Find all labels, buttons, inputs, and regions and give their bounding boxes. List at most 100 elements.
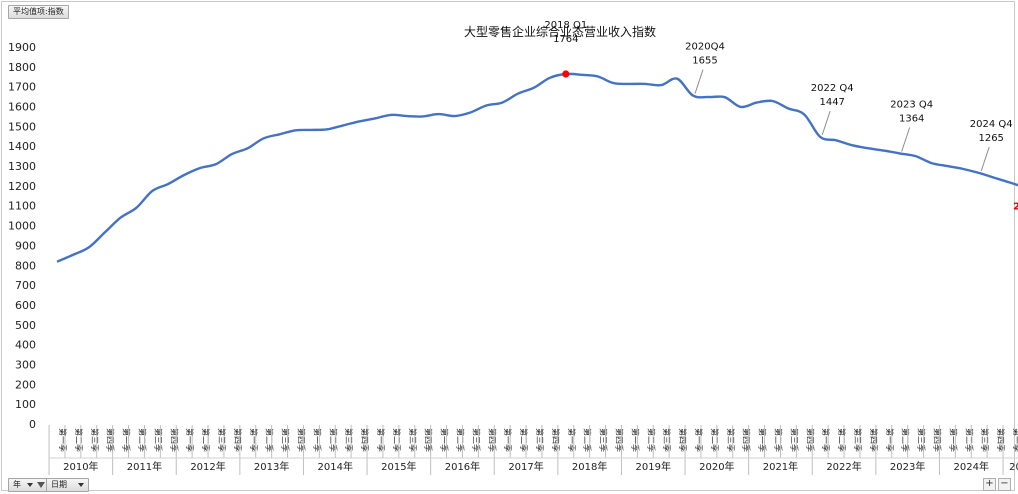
y-tick-label: 400 bbox=[15, 339, 36, 352]
quarter-label: 第三季 bbox=[726, 428, 736, 452]
annotation-label: 2018 Q1 bbox=[544, 20, 587, 31]
leader-line bbox=[980, 146, 990, 172]
annotation-value: 1265 bbox=[978, 133, 1003, 144]
quarter-label: 第二季 bbox=[774, 428, 784, 452]
annotation-value: 1764 bbox=[553, 34, 578, 45]
year-label: 2021年 bbox=[763, 460, 798, 473]
y-tick-label: 0 bbox=[29, 418, 36, 431]
quarter-label: 第四季 bbox=[996, 428, 1006, 452]
quarter-label: 第一季 bbox=[376, 428, 386, 452]
quarter-label: 第二季 bbox=[201, 428, 211, 452]
date-field-button[interactable]: 日期 bbox=[46, 478, 89, 492]
chevron-down-icon bbox=[26, 482, 33, 487]
quarter-label: 第一季 bbox=[821, 428, 831, 452]
quarter-label: 第一季 bbox=[312, 428, 322, 452]
quarter-label: 第四季 bbox=[424, 428, 434, 452]
quarter-label: 第一季 bbox=[1012, 428, 1018, 452]
quarter-label: 第三季 bbox=[980, 428, 990, 452]
y-tick-label: 200 bbox=[15, 378, 36, 391]
quarter-label: 第一季 bbox=[122, 428, 132, 452]
quarter-label: 第二季 bbox=[964, 428, 974, 452]
quarter-label: 第二季 bbox=[328, 428, 338, 452]
quarter-label: 第三季 bbox=[662, 428, 672, 452]
quarter-label: 第四季 bbox=[551, 428, 561, 452]
quarter-label: 第三季 bbox=[408, 428, 418, 452]
year-label: 2025年 bbox=[1009, 460, 1018, 473]
quarter-label: 第二季 bbox=[837, 428, 847, 452]
leader-line bbox=[694, 69, 704, 94]
annotation-label: 2022 Q4 bbox=[811, 83, 854, 94]
y-tick-label: 900 bbox=[15, 239, 36, 252]
year-label: 2024年 bbox=[954, 460, 989, 473]
year-field-label: 年 bbox=[13, 480, 21, 489]
quarter-label: 第一季 bbox=[630, 428, 640, 452]
quarter-label: 第三季 bbox=[153, 428, 163, 452]
annotation-label: 2024 Q4 bbox=[970, 119, 1013, 130]
chevron-down-icon bbox=[77, 482, 84, 487]
year-label: 2010年 bbox=[63, 460, 98, 473]
quarter-label: 第四季 bbox=[933, 428, 943, 452]
zoom-in-button[interactable]: + bbox=[983, 478, 996, 491]
year-label: 2013年 bbox=[254, 460, 289, 473]
y-tick-label: 500 bbox=[15, 319, 36, 332]
annotation-label: 2025Q3 bbox=[1013, 201, 1018, 212]
quarter-label: 第二季 bbox=[901, 428, 911, 452]
quarter-label: 第四季 bbox=[615, 428, 625, 452]
quarter-label: 第一季 bbox=[694, 428, 704, 452]
y-tick-label: 800 bbox=[15, 259, 36, 272]
y-tick-label: 1600 bbox=[8, 101, 36, 114]
value-field-button[interactable]: 平均值项:指数 bbox=[8, 5, 69, 19]
leader-line bbox=[821, 110, 831, 136]
quarter-label: 第三季 bbox=[853, 428, 863, 452]
quarter-label: 第三季 bbox=[281, 428, 291, 452]
quarter-label: 第二季 bbox=[392, 428, 402, 452]
year-field-button[interactable]: 年 bbox=[8, 478, 49, 492]
highlight-marker bbox=[562, 70, 570, 78]
annotation-value: 1447 bbox=[819, 97, 844, 108]
y-tick-label: 300 bbox=[15, 358, 36, 371]
quarter-label: 第二季 bbox=[138, 428, 148, 452]
quarter-label: 第二季 bbox=[710, 428, 720, 452]
year-label: 2017年 bbox=[508, 460, 543, 473]
quarter-label: 第四季 bbox=[742, 428, 752, 452]
year-label: 2016年 bbox=[445, 460, 480, 473]
year-label: 2012年 bbox=[190, 460, 225, 473]
quarter-label: 第三季 bbox=[217, 428, 227, 452]
year-label: 2015年 bbox=[381, 460, 416, 473]
series-line bbox=[56, 72, 1018, 263]
quarter-label: 第四季 bbox=[678, 428, 688, 452]
year-label: 2014年 bbox=[318, 460, 353, 473]
y-tick-label: 1400 bbox=[8, 140, 36, 153]
quarter-label: 第一季 bbox=[948, 428, 958, 452]
y-tick-label: 1900 bbox=[8, 41, 36, 54]
quarter-label: 第一季 bbox=[503, 428, 513, 452]
quarter-label: 第一季 bbox=[885, 428, 895, 452]
year-label: 2023年 bbox=[890, 460, 925, 473]
quarter-label: 第一季 bbox=[249, 428, 259, 452]
quarter-label: 第四季 bbox=[233, 428, 243, 452]
value-field-label: 平均值项:指数 bbox=[13, 7, 64, 16]
quarter-label: 第四季 bbox=[360, 428, 370, 452]
zoom-out-button[interactable]: − bbox=[998, 478, 1011, 491]
quarter-label: 第一季 bbox=[440, 428, 450, 452]
y-tick-label: 1200 bbox=[8, 180, 36, 193]
quarter-label: 第三季 bbox=[471, 428, 481, 452]
filter-icon bbox=[37, 481, 46, 488]
annotation-label: 2023 Q4 bbox=[890, 99, 933, 110]
quarter-label: 第二季 bbox=[74, 428, 84, 452]
year-label: 2018年 bbox=[572, 460, 607, 473]
annotation-value: 1655 bbox=[692, 56, 717, 67]
quarter-label: 第四季 bbox=[169, 428, 179, 452]
quarter-label: 第二季 bbox=[456, 428, 466, 452]
y-tick-label: 1500 bbox=[8, 120, 36, 133]
y-tick-label: 1000 bbox=[8, 220, 36, 233]
year-label: 2020年 bbox=[699, 460, 734, 473]
chart-title: 大型零售企业综合业态营业收入指数 bbox=[464, 24, 656, 39]
quarter-label: 第三季 bbox=[917, 428, 927, 452]
quarter-label: 第二季 bbox=[646, 428, 656, 452]
quarter-label: 第二季 bbox=[265, 428, 275, 452]
year-label: 2011年 bbox=[127, 460, 162, 473]
quarter-label: 第四季 bbox=[805, 428, 815, 452]
